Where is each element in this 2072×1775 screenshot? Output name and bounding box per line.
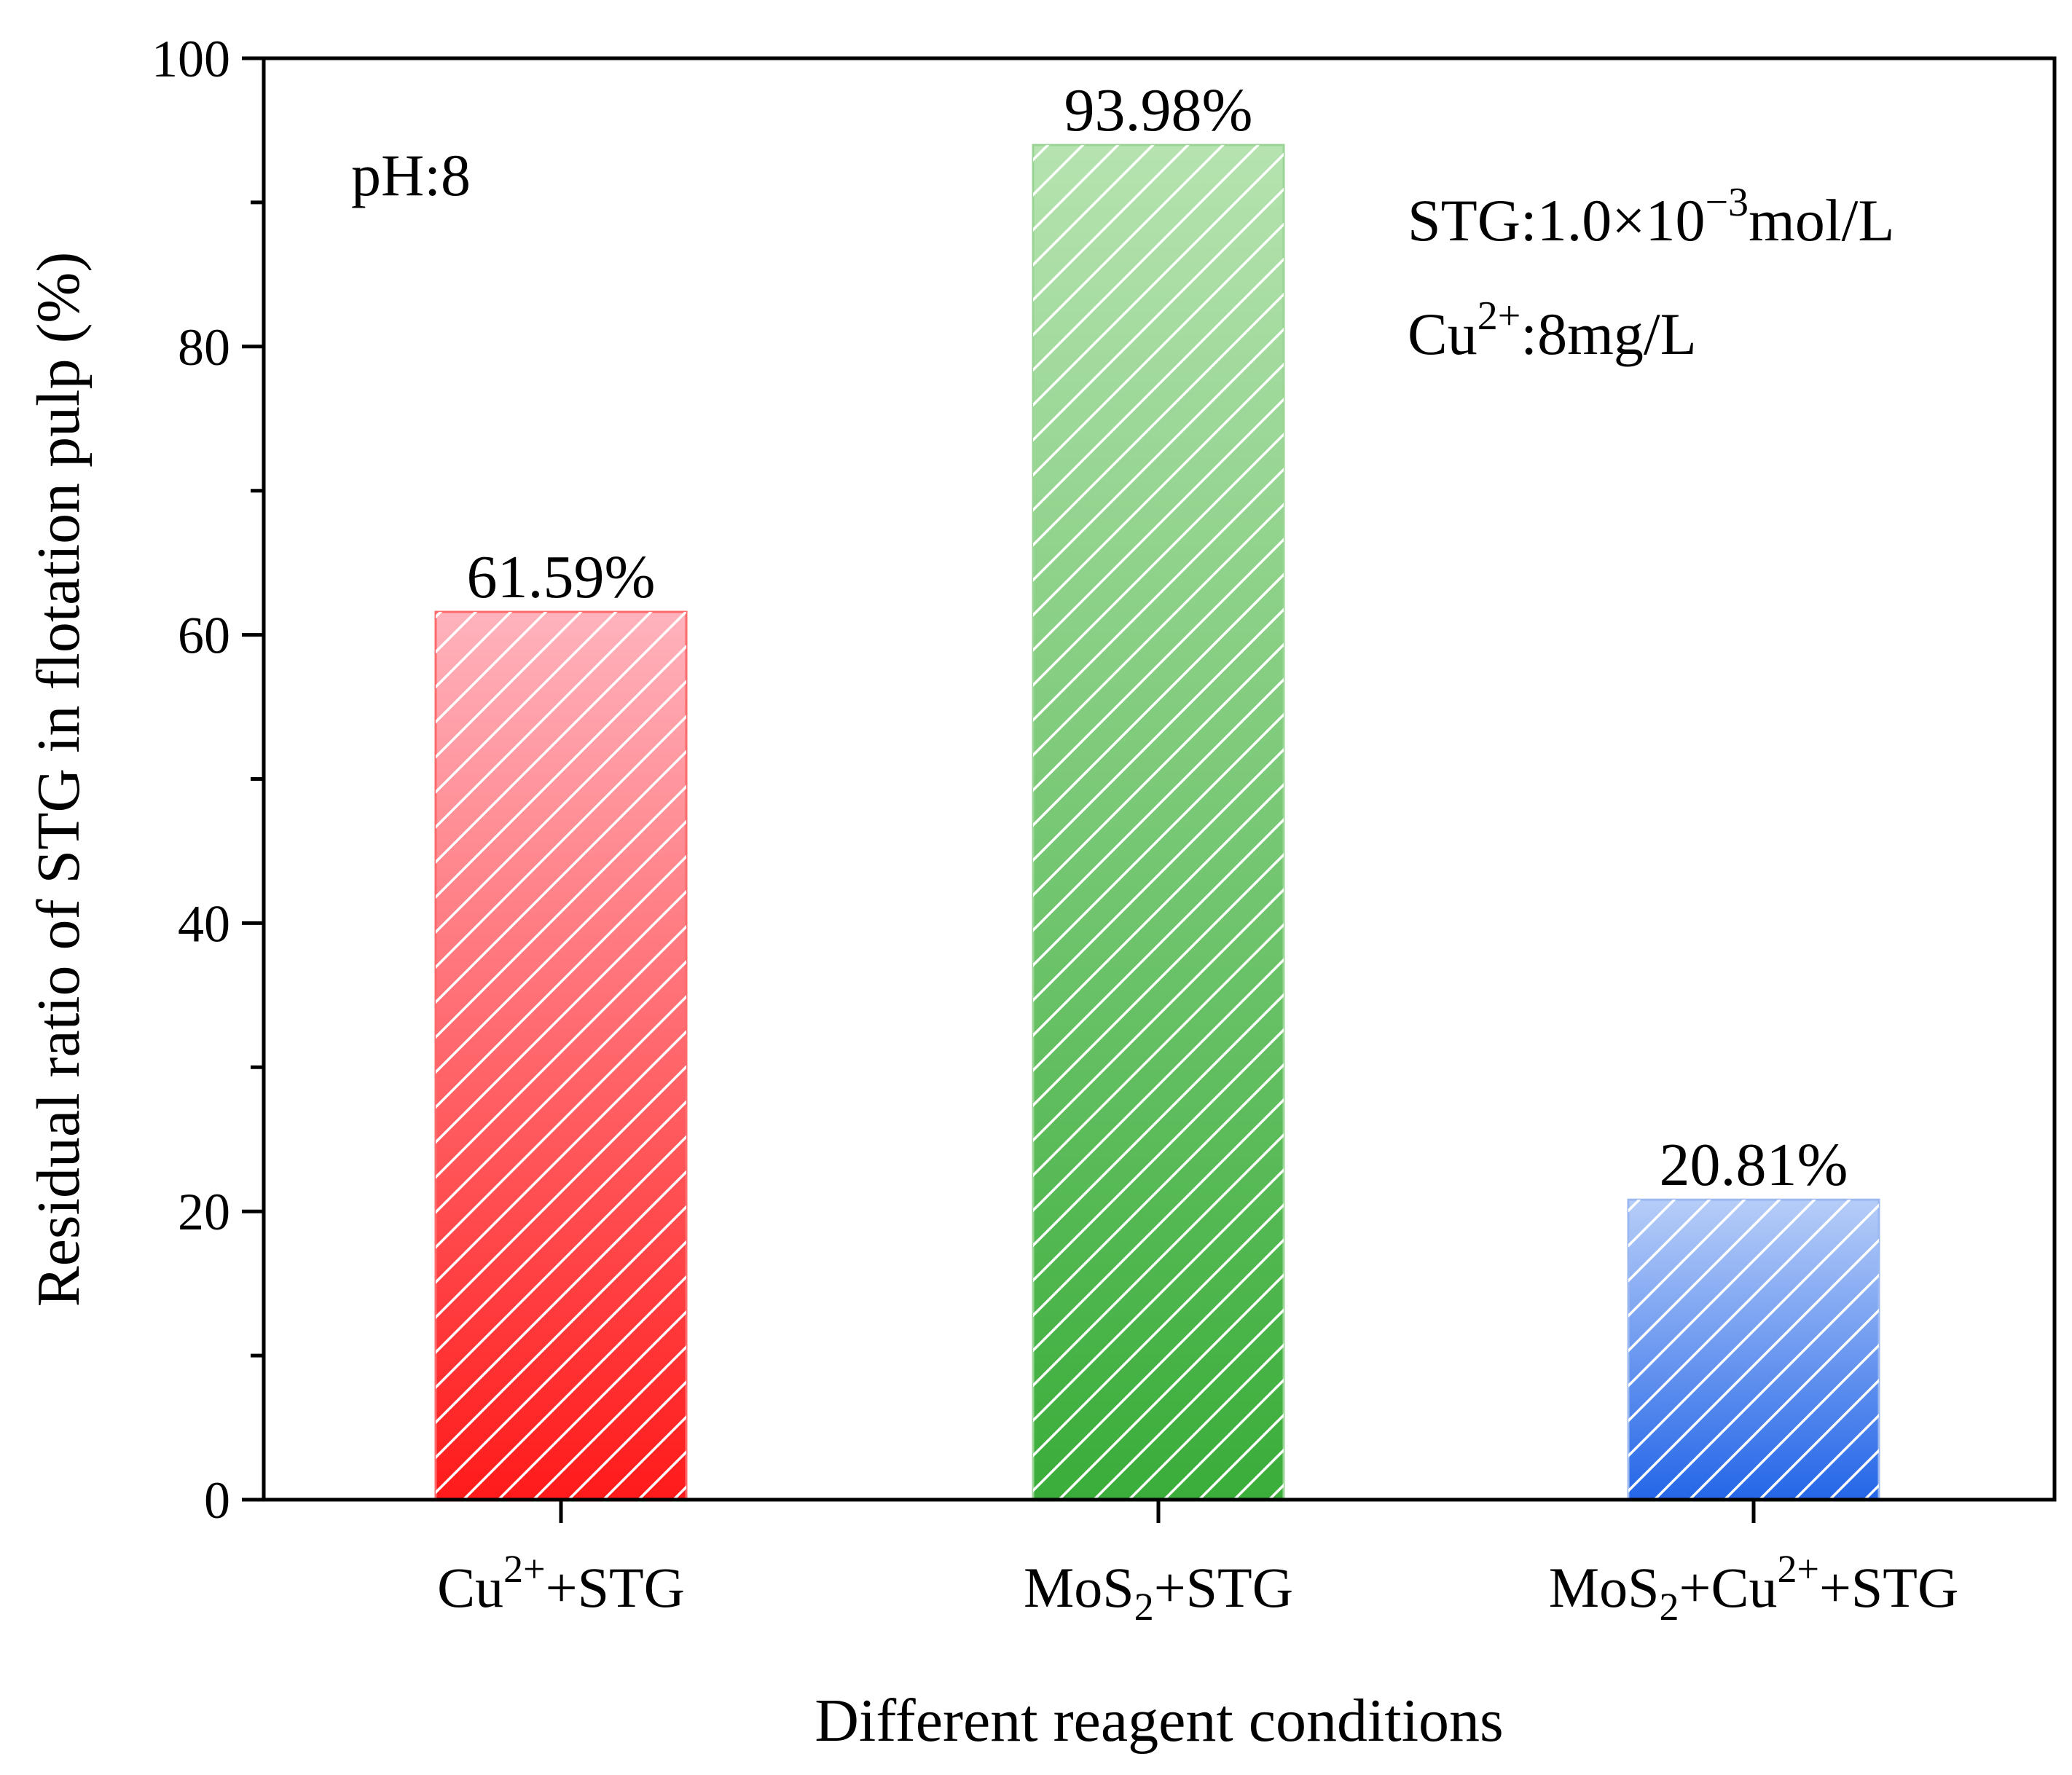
data-label-2: 93.98% [1064,76,1253,144]
data-label-3: 20.81% [1660,1131,1848,1199]
bar-3-hatch [1628,1200,1879,1500]
x-tick-label-2: MoS2+STG [1024,1556,1293,1629]
cu-concentration-annotation: Cu2+:8mg/L [1408,294,1697,367]
stg-concentration-annotation: STG:1.0×10−3mol/L [1408,180,1894,253]
x-axis: Cu2++STG MoS2+STG MoS2+Cu2++STG [437,1500,1958,1629]
bars-group [434,143,1880,1501]
y-tick-label: 80 [178,318,230,377]
y-axis-title: Residual ratio of STG in flotation pulp … [25,252,93,1307]
bar-2-hatch [1033,145,1284,1500]
y-tick-label: 100 [152,30,230,88]
y-tick-label: 20 [178,1183,230,1241]
y-axis: 0 20 40 60 80 100 [152,30,264,1530]
ph-annotation: pH:8 [351,142,471,208]
x-tick-label-3: MoS2+Cu2++STG [1549,1547,1959,1629]
x-axis-title: Different reagent conditions [815,1687,1503,1755]
bar-1-hatch [436,612,686,1500]
x-tick-label-1: Cu2++STG [437,1547,685,1619]
data-labels: 61.59% 93.98% 20.81% [467,76,1848,1199]
y-tick-label: 0 [204,1471,230,1530]
y-tick-label: 40 [178,894,230,953]
y-tick-label: 60 [178,607,230,665]
data-label-1: 61.59% [467,543,656,611]
